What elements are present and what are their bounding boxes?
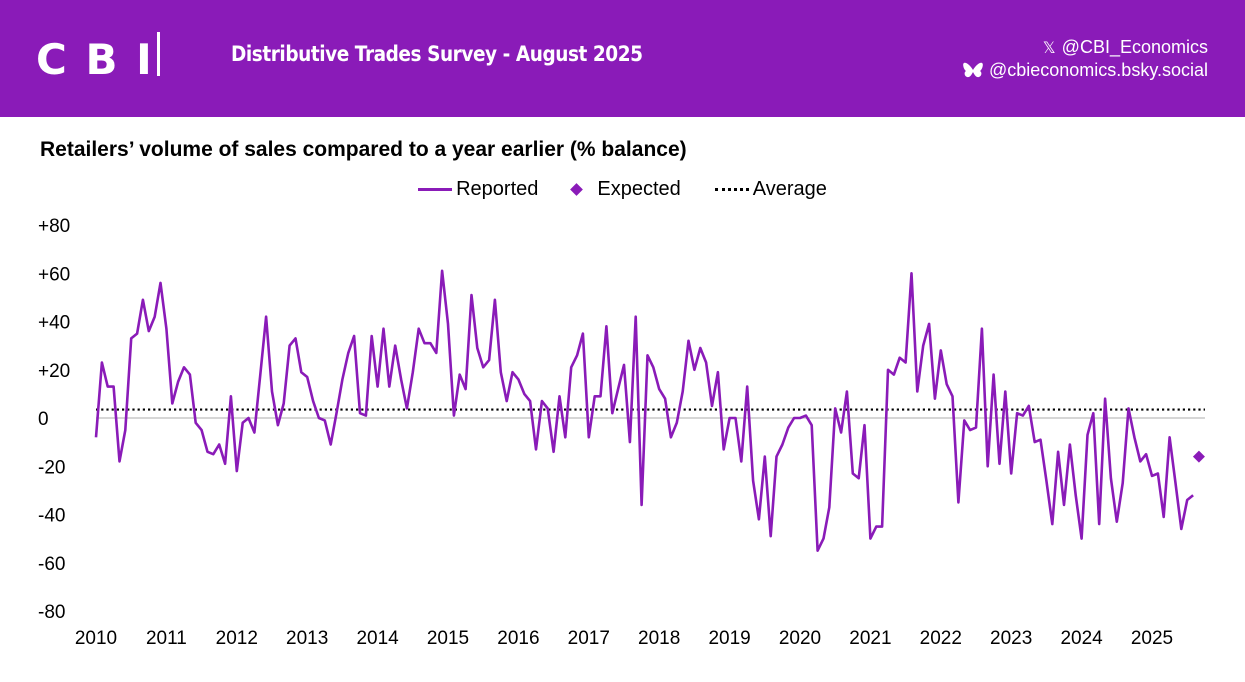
x-tick-label: 2021 (849, 628, 891, 649)
legend-item-average: Average (714, 178, 827, 201)
x-tick-label: 2015 (427, 628, 469, 649)
legend-item-expected: Expected (570, 178, 681, 201)
y-tick-label: 0 (38, 409, 49, 430)
header-banner: C B I Distributive Trades Survey - Augus… (0, 0, 1245, 117)
reported-series-line (94, 269, 1194, 553)
expected-point-marker (1192, 450, 1205, 463)
logo-divider (157, 32, 160, 76)
x-tick-label: 2013 (286, 628, 328, 649)
y-tick-label: +40 (38, 313, 70, 334)
legend-line-swatch (418, 188, 453, 191)
x-tick-label: 2018 (638, 628, 680, 649)
legend-dotted-swatch (714, 188, 749, 191)
social-links: 𝕏 @CBI_Economics @cbieconomics.bsky.soci… (963, 36, 1208, 82)
x-handle[interactable]: @CBI_Economics (1061, 37, 1208, 57)
x-tick-label: 2020 (779, 628, 821, 649)
x-tick-label: 2014 (356, 628, 399, 649)
legend-label-average: Average (752, 178, 827, 200)
x-logo-icon: 𝕏 (1042, 38, 1056, 57)
chart-legend: Reported Expected Average (0, 178, 1245, 201)
x-tick-label: 2012 (216, 628, 258, 649)
x-tick-label: 2011 (146, 628, 187, 649)
x-tick-label: 2022 (920, 628, 962, 649)
cbi-logo: C B I (36, 35, 154, 84)
y-tick-label: -20 (38, 457, 65, 478)
y-tick-label: +60 (38, 264, 70, 285)
bsky-handle[interactable]: @cbieconomics.bsky.social (988, 60, 1208, 80)
page-title: Distributive Trades Survey - August 2025 (231, 42, 643, 66)
x-tick-label: 2025 (1131, 628, 1173, 649)
x-tick-label: 2016 (497, 628, 539, 649)
y-tick-label: -80 (38, 602, 65, 623)
bsky-handle-row[interactable]: @cbieconomics.bsky.social (963, 59, 1208, 82)
x-handle-row[interactable]: 𝕏 @CBI_Economics (963, 36, 1208, 59)
legend-label-reported: Reported (456, 178, 539, 200)
x-tick-label: 2024 (1060, 628, 1103, 649)
x-tick-label: 2010 (75, 628, 117, 649)
y-tick-label: +80 (38, 216, 70, 237)
x-tick-label: 2019 (708, 628, 750, 649)
x-tick-label: 2017 (568, 628, 610, 649)
x-tick-label: 2023 (990, 628, 1032, 649)
butterfly-icon (963, 62, 983, 78)
y-tick-label: +20 (38, 361, 70, 382)
legend-label-expected: Expected (597, 178, 681, 200)
chart-title: Retailers’ volume of sales compared to a… (40, 138, 687, 161)
y-tick-label: -40 (38, 506, 65, 527)
y-tick-label: -60 (38, 554, 65, 575)
legend-item-reported: Reported (418, 178, 538, 201)
